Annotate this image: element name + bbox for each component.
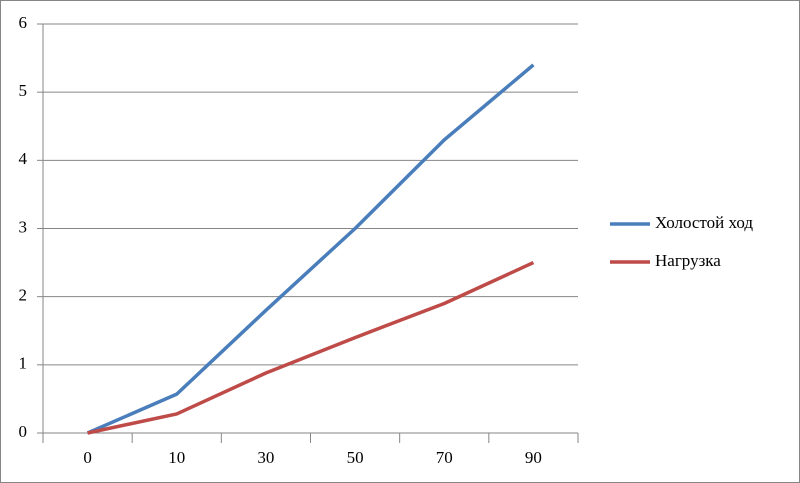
- y-tick-label: 5: [19, 81, 28, 100]
- x-tick-label: 30: [257, 448, 274, 467]
- series-line: [87, 260, 535, 435]
- y-tick-label: 4: [19, 149, 28, 168]
- x-tick-label: 70: [436, 448, 453, 467]
- y-tick-label: 6: [19, 13, 28, 32]
- x-tick-label: 50: [347, 448, 364, 467]
- x-tick-label: 90: [525, 448, 542, 467]
- y-tick-label: 2: [19, 286, 28, 305]
- y-tick-label: 1: [19, 354, 28, 373]
- x-tick-label: 10: [168, 448, 185, 467]
- series-line: [86, 63, 535, 435]
- x-tick-label: 0: [83, 448, 92, 467]
- y-tick-label: 0: [19, 422, 28, 441]
- y-tick-label: 3: [19, 217, 28, 236]
- legend-label: Нагрузка: [655, 251, 721, 270]
- legend-label: Холостой ход: [655, 213, 753, 232]
